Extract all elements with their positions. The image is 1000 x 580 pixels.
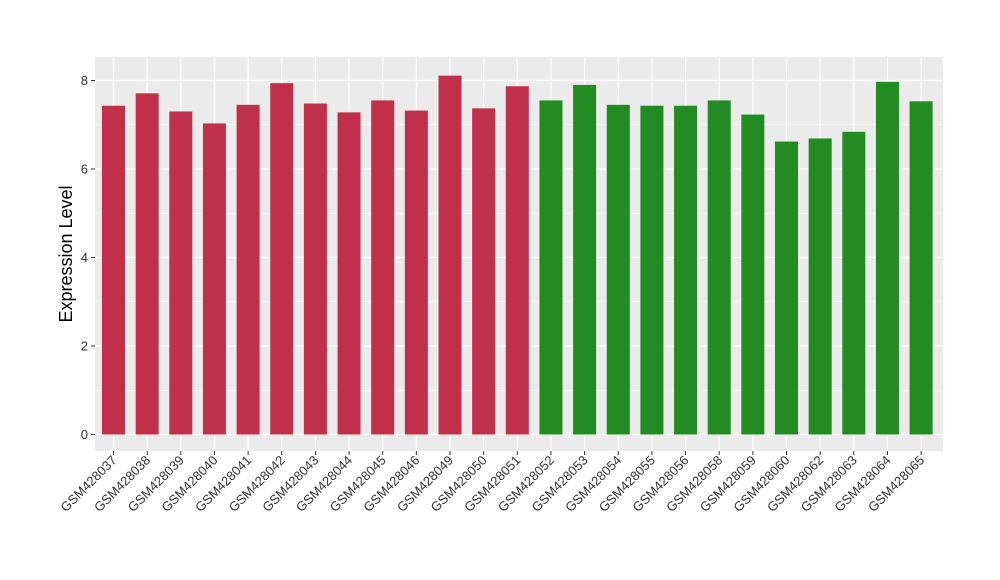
y-axis: 0 2 4 6 8 [81,73,95,442]
y-tick-label: 8 [81,73,88,88]
y-tick-label: 4 [81,250,88,265]
bar-GSM428052 [539,100,563,435]
bar-GSM428041 [236,104,260,435]
bar-GSM428056 [674,105,698,435]
y-axis-title: Expression Level [56,185,76,322]
bar-GSM428045 [371,100,395,435]
bar-GSM428043 [303,103,327,435]
bar-GSM428044 [337,112,361,435]
bar-GSM428050 [472,108,496,435]
bar-GSM428064 [875,81,899,435]
bar-GSM428038 [135,93,159,435]
bar-GSM428053 [573,84,597,435]
bar-GSM428049 [438,75,462,435]
bar-GSM428046 [404,110,428,435]
bar-GSM428040 [202,123,226,435]
bar-GSM428058 [707,100,731,435]
bar-GSM428065 [909,101,933,435]
bar-GSM428055 [640,105,664,435]
y-tick-label: 6 [81,162,88,177]
bar-GSM428042 [270,83,294,435]
bars [102,75,933,435]
bar-GSM428051 [505,86,529,435]
bar-GSM428060 [775,141,798,435]
bar-GSM428062 [808,138,832,435]
x-axis: GSM428037GSM428038GSM428039GSM428040GSM4… [57,451,927,515]
bar-GSM428063 [842,131,866,435]
bar-GSM428039 [169,111,193,435]
y-tick-label: 2 [81,339,88,354]
bar-GSM428059 [741,114,765,435]
bar-GSM428037 [102,105,125,435]
bar-GSM428054 [606,104,630,435]
y-tick-label: 0 [81,427,88,442]
